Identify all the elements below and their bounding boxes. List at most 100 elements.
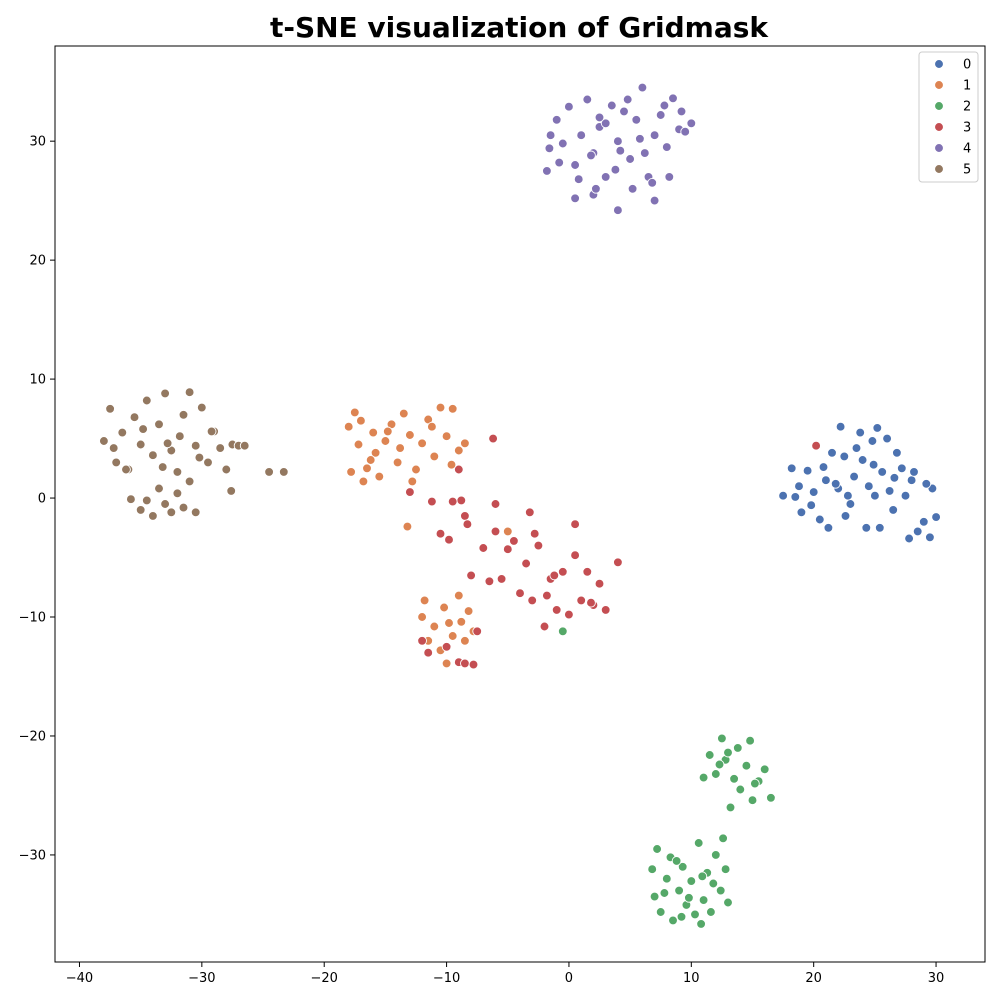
point-series-0 xyxy=(884,486,895,496)
point-series-2 xyxy=(671,856,682,866)
point-series-1 xyxy=(453,590,464,601)
point-series-3 xyxy=(484,576,495,587)
point-series-4 xyxy=(627,183,638,194)
chart-title: t-SNE visualization of Gridmask xyxy=(270,11,769,44)
point-series-0 xyxy=(840,511,851,521)
point-series-3 xyxy=(453,464,464,475)
point-series-0 xyxy=(882,433,892,444)
point-series-3 xyxy=(496,574,507,584)
point-series-3 xyxy=(564,609,574,620)
point-series-0 xyxy=(794,481,804,492)
point-series-4 xyxy=(622,94,633,105)
point-series-3 xyxy=(405,487,415,497)
point-series-4 xyxy=(625,154,635,164)
point-series-3 xyxy=(460,511,470,521)
point-series-3 xyxy=(423,647,434,658)
legend-label-3: 3 xyxy=(963,121,971,136)
point-series-1 xyxy=(382,426,393,437)
point-series-1 xyxy=(441,658,452,669)
point-series-4 xyxy=(659,100,670,111)
point-series-3 xyxy=(460,658,470,669)
point-series-4 xyxy=(647,177,658,188)
point-series-3 xyxy=(441,641,452,652)
point-series-2 xyxy=(661,873,672,884)
point-series-3 xyxy=(521,558,531,569)
point-series-1 xyxy=(349,407,360,418)
point-series-0 xyxy=(925,532,935,543)
point-series-0 xyxy=(874,522,885,533)
point-series-3 xyxy=(529,528,540,539)
point-series-1 xyxy=(395,443,405,453)
point-series-5 xyxy=(105,403,115,414)
point-series-3 xyxy=(502,544,513,555)
point-series-5 xyxy=(190,440,201,451)
point-series-5 xyxy=(206,426,217,437)
point-series-5 xyxy=(184,387,195,398)
point-series-1 xyxy=(417,438,427,449)
x-tick-label: −20 xyxy=(310,971,337,986)
point-series-3 xyxy=(462,519,473,530)
point-series-5 xyxy=(172,467,183,477)
point-series-5 xyxy=(141,395,152,406)
point-series-2 xyxy=(714,759,725,770)
point-series-2 xyxy=(686,876,697,886)
point-series-1 xyxy=(380,436,391,446)
point-series-1 xyxy=(407,476,418,487)
point-series-2 xyxy=(741,760,752,771)
y-tick-label: 0 xyxy=(38,492,46,507)
point-series-4 xyxy=(586,150,596,161)
point-series-0 xyxy=(830,478,841,489)
point-series-3 xyxy=(582,566,593,577)
point-series-1 xyxy=(460,635,470,646)
point-series-0 xyxy=(786,463,797,474)
point-series-5 xyxy=(196,402,207,413)
point-series-5 xyxy=(141,495,152,506)
point-series-0 xyxy=(906,475,917,486)
point-series-2 xyxy=(723,897,733,908)
point-series-1 xyxy=(429,451,440,462)
point-series-4 xyxy=(606,100,617,111)
point-series-2 xyxy=(720,864,731,875)
point-series-1 xyxy=(411,464,421,475)
legend-label-1: 1 xyxy=(963,79,971,94)
point-series-1 xyxy=(353,439,364,450)
y-tick-label: −20 xyxy=(19,729,46,744)
point-series-1 xyxy=(439,602,449,613)
point-series-1 xyxy=(427,421,437,432)
point-series-4 xyxy=(551,114,562,125)
point-series-4 xyxy=(544,143,555,154)
point-series-3 xyxy=(468,659,479,670)
point-series-2 xyxy=(710,850,721,860)
point-series-2 xyxy=(697,871,708,882)
point-series-4 xyxy=(545,130,556,141)
point-series-0 xyxy=(851,443,862,453)
point-series-2 xyxy=(715,885,726,896)
point-series-5 xyxy=(148,511,158,521)
legend-box xyxy=(918,51,979,183)
point-series-3 xyxy=(557,566,568,577)
y-tick-label: −10 xyxy=(19,611,46,626)
point-series-1 xyxy=(362,463,372,474)
point-series-0 xyxy=(900,490,911,501)
point-series-1 xyxy=(374,471,385,482)
y-tick-label: −30 xyxy=(19,848,46,863)
x-tick-label: 10 xyxy=(683,971,700,986)
point-series-1 xyxy=(453,445,464,456)
point-series-5 xyxy=(278,467,289,477)
point-series-2 xyxy=(693,838,704,848)
plot-frame xyxy=(54,45,986,963)
point-series-2 xyxy=(659,888,670,898)
point-series-1 xyxy=(398,408,409,419)
point-series-1 xyxy=(444,618,454,628)
point-series-0 xyxy=(867,436,878,446)
point-series-4 xyxy=(564,101,574,112)
point-series-4 xyxy=(615,145,626,156)
point-series-5 xyxy=(157,462,168,472)
point-series-4 xyxy=(676,106,687,117)
point-series-2 xyxy=(696,919,706,929)
point-series-5 xyxy=(99,436,109,446)
point-series-0 xyxy=(888,505,899,515)
point-series-0 xyxy=(877,467,888,477)
point-series-3 xyxy=(613,557,623,568)
point-series-0 xyxy=(849,471,859,482)
